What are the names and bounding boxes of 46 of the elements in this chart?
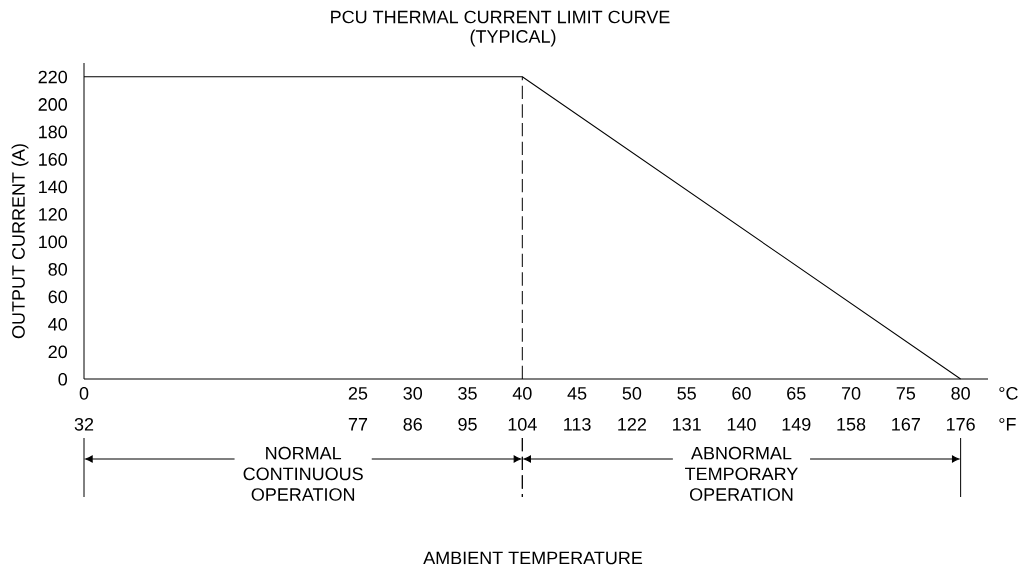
x2-axis-title: °F: [999, 417, 1016, 431]
y-tick-label: 180: [39, 125, 68, 139]
x-tick-label: 30: [403, 386, 423, 400]
y-tick-label: 140: [39, 180, 68, 194]
x2-tick-label: 32: [74, 417, 94, 431]
y-tick-label: 20: [48, 345, 68, 359]
chart-title: PCU THERMAL CURRENT LIMIT CURVE: [331, 10, 670, 24]
x-tick-label: 0: [79, 386, 89, 400]
y-axis-title: OUTPUT CURRENT (A): [11, 144, 29, 339]
x-tick-label: 40: [512, 386, 532, 400]
x-tick-label: 70: [841, 386, 861, 400]
x2-tick-label: 167: [892, 417, 920, 431]
x2-tick-label: 104: [508, 417, 537, 431]
y-tick-label: 40: [48, 317, 68, 331]
x-tick-label: 80: [951, 386, 970, 400]
x-tick-label: 25: [348, 386, 368, 400]
x-tick-label: 45: [567, 387, 587, 400]
y-tick-label: 160: [39, 153, 68, 166]
x-tick-label: 35: [458, 386, 477, 400]
chart-subtitle: (TYPICAL): [470, 29, 556, 47]
y-tick-label: 200: [38, 98, 68, 111]
x2-tick-label: 86: [403, 417, 422, 431]
x-axis-title: °C: [999, 386, 1018, 400]
x2-tick-label: 77: [348, 418, 368, 431]
y-tick-label: 100: [39, 235, 68, 249]
y-tick-label: 120: [39, 208, 68, 221]
y-tick-label: 80: [48, 262, 68, 276]
x-tick-label: 65: [787, 386, 806, 400]
text: AMBIENT TEMPERATURE: [423, 551, 643, 565]
x2-tick-label: 140: [727, 417, 756, 431]
x-tick-label: 55: [677, 387, 696, 400]
text: NORMAL CONTINUOUS OPERATION: [243, 446, 363, 501]
y-tick-label: 0: [58, 372, 68, 386]
x2-tick-label: 131: [673, 417, 701, 431]
x-tick-label: 75: [896, 387, 916, 400]
x2-tick-label: 158: [837, 417, 866, 431]
x2-tick-label: 149: [782, 417, 811, 431]
x2-tick-label: 113: [564, 417, 591, 431]
x2-tick-label: 95: [458, 417, 477, 431]
x2-tick-label: 176: [946, 417, 975, 431]
x2-tick-label: 122: [618, 417, 646, 431]
x-tick-label: 50: [622, 386, 642, 400]
y-tick-label: 220: [38, 70, 68, 84]
y-tick-label: 60: [48, 290, 68, 304]
text: ABNORMAL TEMPORARY OPERATION: [685, 446, 798, 501]
x-tick-label: 60: [732, 386, 751, 400]
